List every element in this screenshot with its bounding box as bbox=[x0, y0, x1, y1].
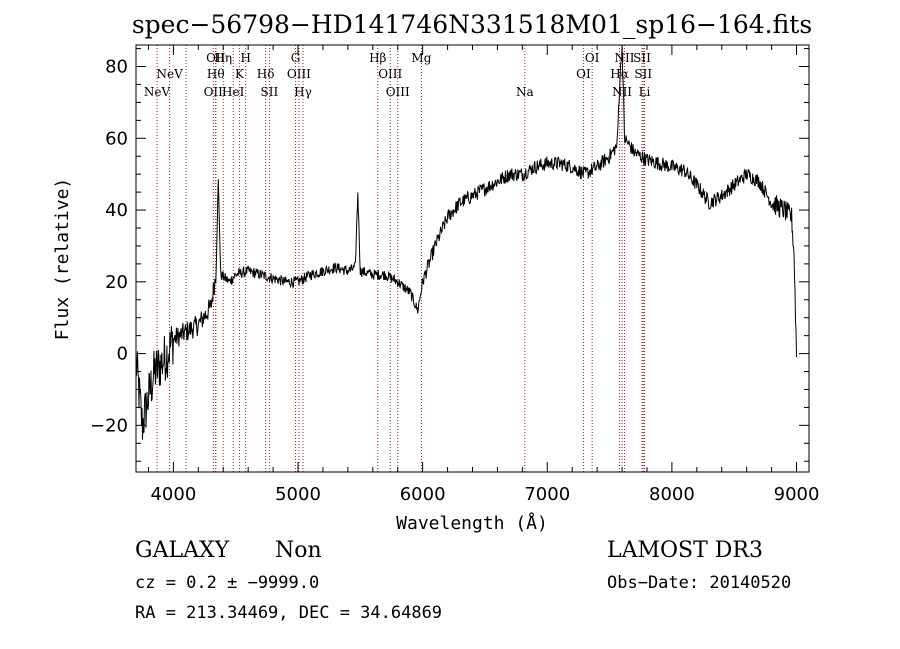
x-tick-label: 4000 bbox=[150, 484, 196, 505]
spectral-line-label: OI bbox=[585, 51, 600, 65]
spectral-line-label: NII bbox=[612, 85, 632, 99]
y-tick-label: −20 bbox=[90, 415, 128, 436]
spectral-line-label: OIII bbox=[378, 67, 402, 81]
spectral-line-label: OIII bbox=[287, 67, 311, 81]
plot-frame bbox=[135, 44, 810, 473]
y-tick-label: 80 bbox=[105, 57, 128, 78]
y-tick-label: 60 bbox=[105, 128, 128, 149]
spectral-line-label: Hθ bbox=[207, 67, 225, 81]
spectral-line-label: Hδ bbox=[257, 67, 275, 81]
x-tick-label: 9000 bbox=[774, 484, 820, 505]
y-axis-label: Flux (relative) bbox=[52, 178, 73, 341]
spectral-line-labels: NeV NeV OII OII Hθ Hη HeI KH Hδ SII G OIII Hγ Hβ OIII O… bbox=[144, 51, 652, 99]
spectral-line-label: Hα bbox=[610, 67, 629, 81]
spectral-line-label: NII bbox=[615, 51, 635, 65]
redshift-text: cz = 0.2 ± −9999.0 bbox=[135, 573, 320, 593]
obs-date-text: Obs−Date: 20140520 bbox=[607, 573, 792, 593]
spectral-line-label: Na bbox=[516, 85, 534, 99]
spectrum-line bbox=[135, 44, 797, 440]
spectral-line-label: H bbox=[240, 51, 250, 65]
spectral-line-label: NeV bbox=[144, 85, 171, 99]
spectral-line-label: OIII bbox=[386, 85, 410, 99]
spectral-line-label: Hγ bbox=[294, 85, 312, 99]
x-tick-label: 8000 bbox=[649, 484, 695, 505]
axis-ticks: 4000 5000 6000 7000 8000 9000 −20 0 20 40 60 80 bbox=[90, 45, 819, 505]
spectral-line-label: K bbox=[235, 67, 245, 81]
y-tick-label: 20 bbox=[105, 272, 128, 293]
spectral-line-label: OII bbox=[206, 51, 226, 65]
spectral-line-label: OI bbox=[576, 67, 591, 81]
y-tick-label: 40 bbox=[105, 200, 128, 221]
spectral-line-label: HeI bbox=[222, 85, 245, 99]
spectral-line-label: SII bbox=[261, 85, 279, 99]
x-axis-label: Wavelength (Å) bbox=[396, 512, 548, 534]
spectral-line-label: Hη bbox=[214, 51, 232, 65]
spectral-line-markers bbox=[156, 45, 645, 472]
spectral-line-label: Hβ bbox=[369, 51, 386, 65]
spectral-line-label: Li bbox=[639, 85, 651, 99]
x-tick-label: 7000 bbox=[524, 484, 570, 505]
subclass-label: Non bbox=[275, 538, 322, 563]
coordinates-text: RA = 213.34469, DEC = 34.64869 bbox=[135, 603, 443, 623]
spectral-line-label: SII bbox=[633, 51, 651, 65]
survey-label: LAMOST DR3 bbox=[607, 538, 763, 563]
spectral-line-label: G bbox=[291, 51, 301, 65]
spectral-line-label: SII bbox=[634, 67, 652, 81]
spectral-line-label: Mg bbox=[411, 51, 431, 65]
chart-title: spec−56798−HD141746N331518M01_sp16−164.f… bbox=[132, 10, 812, 39]
spectral-line-label: NeV bbox=[157, 67, 184, 81]
spectrum-series bbox=[135, 44, 797, 440]
y-tick-label: 0 bbox=[117, 344, 128, 365]
x-tick-label: 6000 bbox=[400, 484, 446, 505]
x-tick-label: 5000 bbox=[275, 484, 321, 505]
spectral-line-label: OII bbox=[204, 85, 224, 99]
class-label: GALAXY bbox=[135, 538, 230, 563]
